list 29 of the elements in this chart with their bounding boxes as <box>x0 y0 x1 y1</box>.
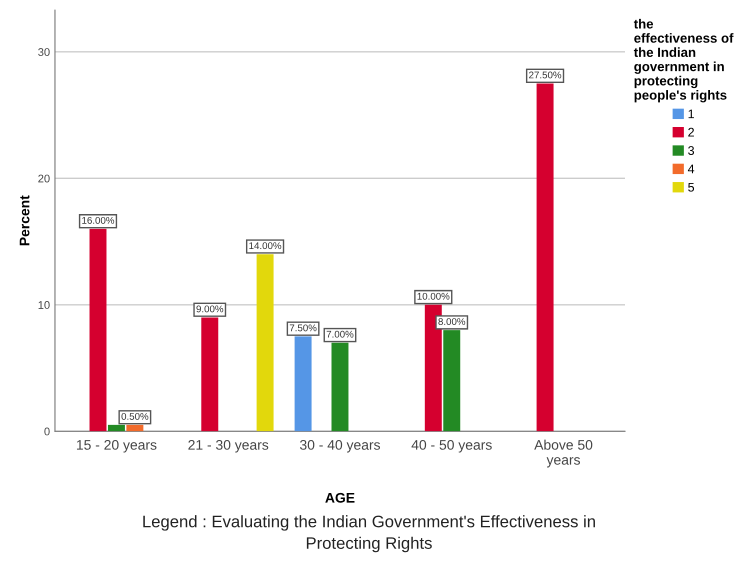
data-label: 10.00% <box>418 292 450 300</box>
text: Legend : Evaluating the Indian Government's Effectiveness in Protecting Rights <box>143 515 595 552</box>
data-label: 8.00% <box>438 318 466 326</box>
legend-label: 2 <box>688 128 694 137</box>
data-label: 14.00% <box>249 242 282 250</box>
legend-label: 1 <box>688 110 694 118</box>
bar <box>108 424 125 432</box>
y-axis-title: Percent <box>20 195 30 246</box>
x-tick-label: 21 - 30 years <box>188 440 268 453</box>
y-tick-label: 30 <box>38 48 50 56</box>
legend-label: 5 <box>688 182 694 192</box>
y-tick-label: 10 <box>38 301 50 309</box>
data-label: 0.50% <box>121 412 148 420</box>
data-label: 16.00% <box>82 216 114 224</box>
data-label: 9.00% <box>196 305 224 312</box>
y-tick-label: 20 <box>38 174 50 182</box>
x-tick-label: 30 - 40 years <box>300 440 380 453</box>
x-tick-label: 15 - 20 years <box>76 440 156 453</box>
x-axis-title: AGE <box>325 492 354 503</box>
x-tick-label: Above 50 years <box>534 440 592 468</box>
data-label: 27.50% <box>529 72 562 78</box>
bar <box>126 424 144 432</box>
y-tick-label: 0 <box>44 428 50 436</box>
legend-label: 3 <box>688 146 694 155</box>
data-label: 7.50% <box>290 324 317 332</box>
x-tick-label: 40 - 50 years <box>412 440 492 453</box>
data-label: 7.00% <box>326 330 354 338</box>
legend-title: the effectiveness of the Indian government in protecting people's rights <box>634 18 734 102</box>
legend-label: 4 <box>688 164 694 174</box>
